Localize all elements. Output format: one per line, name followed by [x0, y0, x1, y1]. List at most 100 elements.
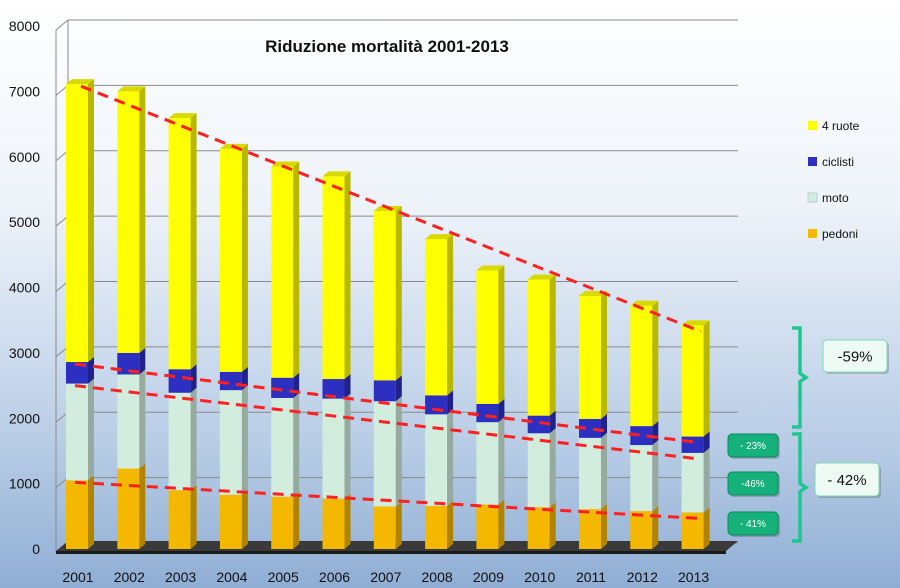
bar-pedoni-2003 [168, 485, 197, 549]
bar-moto-2004 [219, 385, 248, 495]
bar-4-ruote-2009 [476, 265, 505, 404]
y-tick-label: 2000 [9, 410, 40, 426]
annotation-totale: - 42% [814, 462, 881, 498]
svg-text:-59%: -59% [837, 348, 872, 365]
svg-text:-46%: -46% [741, 479, 764, 490]
bar-pedoni-2007 [373, 501, 402, 549]
bar-4-ruote-2002 [117, 86, 146, 353]
annotation-moto: -46% [727, 471, 780, 497]
annotation-ciclisti: - 23% [727, 433, 780, 459]
x-tick-label: 2006 [319, 569, 350, 585]
legend-label: moto [822, 191, 849, 205]
legend-label: ciclisti [822, 155, 854, 169]
y-tick-label: 6000 [9, 149, 40, 165]
bar-pedoni-2011 [579, 504, 607, 549]
trend-line-4-ruote [80, 84, 702, 333]
bar-ciclisti-2001 [66, 357, 94, 384]
svg-text:- 42%: - 42% [827, 472, 866, 489]
y-tick-label: 4000 [9, 280, 40, 296]
annotation-pedoni: - 41% [727, 511, 780, 537]
annotation-4ruote: -59% [822, 339, 889, 374]
trend-line-pedoni [74, 480, 699, 520]
trend-line-moto [74, 384, 699, 461]
y-tick-label: 8000 [9, 18, 40, 34]
svg-text:- 23%: - 23% [740, 441, 766, 452]
floor-front [56, 551, 726, 554]
bar-moto-2005 [271, 392, 300, 497]
bar-pedoni-2013 [681, 507, 710, 549]
bar-4-ruote-2013 [681, 320, 710, 437]
bar-moto-2009 [476, 417, 505, 505]
y-tick-label: 3000 [9, 345, 40, 361]
bar-moto-2007 [373, 396, 402, 507]
bar-pedoni-2010 [527, 502, 556, 549]
bar-moto-2010 [527, 428, 556, 508]
y-tick-label: 7000 [9, 83, 40, 99]
bar-pedoni-2005 [271, 491, 300, 549]
legend-swatch [807, 192, 818, 203]
bar-ciclisti-2012 [630, 421, 659, 446]
bar-moto-2001 [66, 378, 94, 481]
grid-depth-line [55, 19, 69, 31]
bar-ciclisti-2006 [322, 374, 351, 399]
bar-pedoni-2012 [630, 506, 659, 549]
trend-lines [74, 84, 702, 520]
x-tick-label: 2012 [627, 569, 658, 585]
bar-4-ruote-2007 [373, 206, 402, 381]
x-tick-label: 2005 [268, 569, 299, 585]
x-tick-label: 2013 [678, 569, 709, 585]
trend-line-ciclisti [74, 362, 699, 445]
y-axis-ticks: 0 1000 2000 3000 4000 5000 6000 7000 8000 [9, 18, 40, 557]
bar-moto-2013 [681, 447, 710, 513]
bars [66, 79, 710, 549]
svg-text:- 41%: - 41% [740, 519, 766, 530]
y-tick-label: 5000 [9, 214, 40, 230]
x-axis-ticks: 2001 2002 2003 2004 2005 2006 2007 2008 2009 2010… [62, 569, 709, 585]
x-tick-label: 2007 [370, 569, 401, 585]
bar-pedoni-2008 [425, 500, 454, 549]
bar-4-ruote-2004 [219, 143, 248, 372]
chart-title: Riduzione mortalità 2001-2013 [265, 37, 509, 56]
bar-4-ruote-2001 [66, 79, 94, 363]
bar-4-ruote-2010 [527, 274, 556, 416]
bar-moto-2012 [630, 440, 659, 512]
x-tick-label: 2002 [114, 569, 145, 585]
annotations: -59% - 23% -46% - 41% - 42% [727, 326, 889, 543]
bar-4-ruote-2008 [425, 234, 454, 396]
x-tick-label: 2011 [576, 569, 606, 585]
bracket-totale [792, 432, 810, 543]
legend-label: pedoni [822, 227, 858, 241]
bar-ciclisti-2007 [373, 375, 402, 402]
legend: 4 ruote ciclisti moto pedoni [807, 119, 860, 241]
bar-moto-2006 [322, 393, 351, 499]
y-tick-label: 0 [32, 541, 40, 557]
bar-pedoni-2006 [322, 493, 351, 549]
legend-swatch [808, 121, 817, 130]
bar-pedoni-2009 [476, 499, 505, 549]
bar-moto-2011 [579, 432, 607, 510]
bar-ciclisti-2010 [527, 410, 556, 434]
bar-moto-2003 [168, 387, 197, 491]
bar-4-ruote-2006 [322, 171, 351, 380]
bar-4-ruote-2003 [168, 113, 197, 370]
x-tick-label: 2008 [422, 569, 453, 585]
bar-pedoni-2002 [117, 463, 146, 549]
bar-4-ruote-2012 [630, 300, 659, 427]
bar-ciclisti-2002 [117, 347, 146, 375]
x-tick-label: 2003 [165, 569, 196, 585]
x-tick-label: 2004 [216, 569, 247, 585]
legend-swatch [808, 157, 817, 166]
bar-moto-2002 [117, 369, 146, 469]
y-tick-label: 1000 [9, 476, 40, 492]
legend-label: 4 ruote [822, 119, 860, 133]
bar-pedoni-2001 [66, 475, 94, 549]
bracket-4ruote [792, 326, 810, 429]
bar-pedoni-2004 [219, 489, 248, 549]
x-tick-label: 2009 [473, 569, 504, 585]
x-tick-label: 2001 [62, 569, 93, 585]
x-tick-label: 2010 [524, 569, 555, 585]
bar-moto-2008 [425, 409, 454, 506]
bar-4-ruote-2011 [579, 290, 607, 419]
legend-swatch [808, 229, 817, 238]
